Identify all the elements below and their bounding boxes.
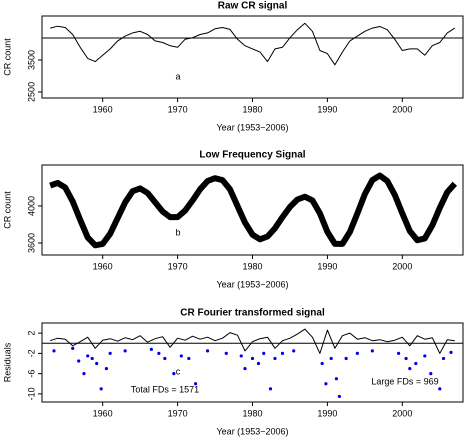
data-point <box>268 387 273 391</box>
x-tick-label: 1990 <box>317 408 337 418</box>
chart-title: Low Frequency Signal <box>199 150 305 161</box>
chart-title: Raw CR signal <box>218 1 288 12</box>
x-axis-label: Year (1953−2006) <box>217 279 289 289</box>
annotation: Large FDs = 969 <box>371 376 438 386</box>
data-point <box>95 361 99 366</box>
data-point <box>449 350 453 354</box>
data-point <box>324 382 328 386</box>
data-point <box>256 361 261 366</box>
y-axis-label: CR count <box>2 38 12 76</box>
data-point <box>157 351 161 355</box>
x-tick-label: 1970 <box>168 408 188 418</box>
x-tick-label: 1990 <box>317 104 337 114</box>
data-point <box>273 356 277 361</box>
data-point <box>108 351 112 355</box>
y-tick-label: -2 <box>26 349 36 357</box>
y-tick-label: 2500 <box>26 82 36 102</box>
chart-title: CR Fourier transformed signal <box>180 308 325 319</box>
data-point <box>337 394 341 399</box>
data-point <box>187 356 191 361</box>
data-point <box>77 359 81 363</box>
data-point <box>320 361 324 366</box>
data-point <box>423 354 427 358</box>
plot-box <box>41 15 464 99</box>
data-point <box>438 387 442 391</box>
data-point <box>90 356 94 361</box>
data-point <box>396 351 401 355</box>
data-line <box>49 172 458 249</box>
data-point <box>86 354 90 358</box>
data-point <box>280 351 285 355</box>
x-tick-label: 1970 <box>168 261 188 271</box>
data-point <box>408 366 412 371</box>
data-point <box>370 349 374 353</box>
data-point <box>429 372 433 376</box>
data-line <box>50 328 455 354</box>
y-axis-label: CR count <box>2 191 12 229</box>
y-tick-label: 4000 <box>26 196 36 216</box>
data-point <box>355 351 359 355</box>
annotation: c <box>176 366 181 376</box>
data-point <box>71 346 75 350</box>
data-line <box>50 22 456 66</box>
data-point <box>344 356 348 361</box>
data-point <box>243 366 247 371</box>
data-point <box>292 349 296 353</box>
x-tick-label: 1980 <box>242 104 262 114</box>
data-point <box>179 354 183 358</box>
data-point <box>404 356 408 361</box>
data-point <box>250 356 255 361</box>
data-point <box>99 387 103 391</box>
data-point <box>329 356 333 361</box>
x-tick-label: 1990 <box>317 261 337 271</box>
data-point <box>262 351 266 355</box>
x-axis-label: Year (1953−2006) <box>217 122 289 132</box>
annotation: a <box>175 71 180 81</box>
x-tick-label: 2000 <box>392 261 412 271</box>
data-point <box>193 382 198 386</box>
data-point <box>239 354 243 358</box>
data-point <box>163 356 167 361</box>
data-point <box>205 349 210 353</box>
x-tick-label: 2000 <box>392 104 412 114</box>
x-tick-label: 2000 <box>392 408 412 418</box>
data-point <box>224 351 228 355</box>
data-point <box>172 372 176 376</box>
y-tick-label: 3600 <box>26 233 36 253</box>
data-point <box>104 366 109 371</box>
data-point <box>123 349 127 353</box>
x-tick-label: 1980 <box>242 261 262 271</box>
y-tick-label: 2 <box>26 331 36 336</box>
x-tick-label: 1960 <box>93 408 113 418</box>
annotation: b <box>175 227 180 237</box>
y-axis-label: Residuals <box>2 342 12 382</box>
y-tick-label: -6 <box>26 370 36 378</box>
plot-box <box>41 322 464 403</box>
data-point <box>82 372 86 376</box>
annotation: Total FDs = 1571 <box>131 384 199 394</box>
x-tick-label: 1980 <box>242 408 262 418</box>
data-point <box>52 349 56 353</box>
x-tick-label: 1960 <box>93 104 113 114</box>
data-point <box>441 356 446 361</box>
y-tick-label: -10 <box>26 387 36 400</box>
data-point <box>414 361 418 366</box>
x-tick-label: 1960 <box>93 261 113 271</box>
x-axis-label: Year (1953−2006) <box>217 426 289 436</box>
x-tick-label: 1970 <box>168 104 188 114</box>
data-point <box>334 377 339 381</box>
data-point <box>149 347 153 351</box>
y-tick-label: 3500 <box>26 50 36 70</box>
